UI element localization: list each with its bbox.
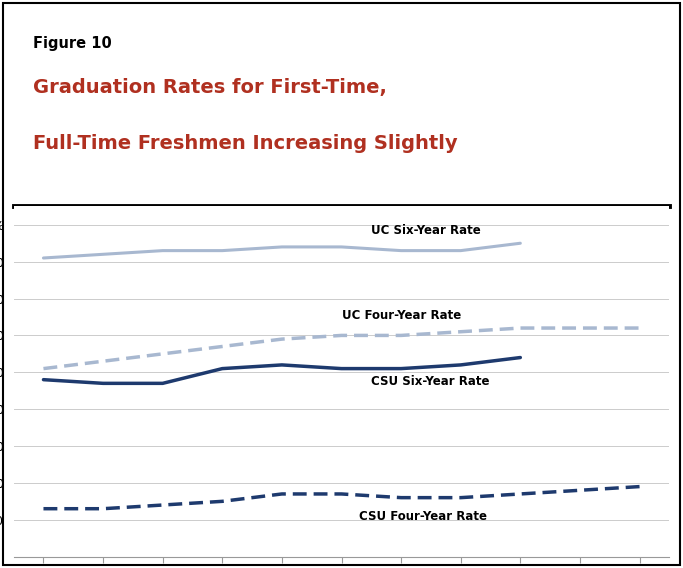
Text: Graduation Rates for First-Time,: Graduation Rates for First-Time,: [33, 78, 387, 97]
Text: UC Four-Year Rate: UC Four-Year Rate: [342, 308, 461, 321]
Text: Figure 10: Figure 10: [33, 36, 112, 51]
Text: CSU Six-Year Rate: CSU Six-Year Rate: [372, 375, 490, 388]
Text: UC Six-Year Rate: UC Six-Year Rate: [372, 224, 481, 237]
Text: CSU Four-Year Rate: CSU Four-Year Rate: [359, 509, 488, 523]
Text: Full-Time Freshmen Increasing Slightly: Full-Time Freshmen Increasing Slightly: [33, 135, 458, 153]
